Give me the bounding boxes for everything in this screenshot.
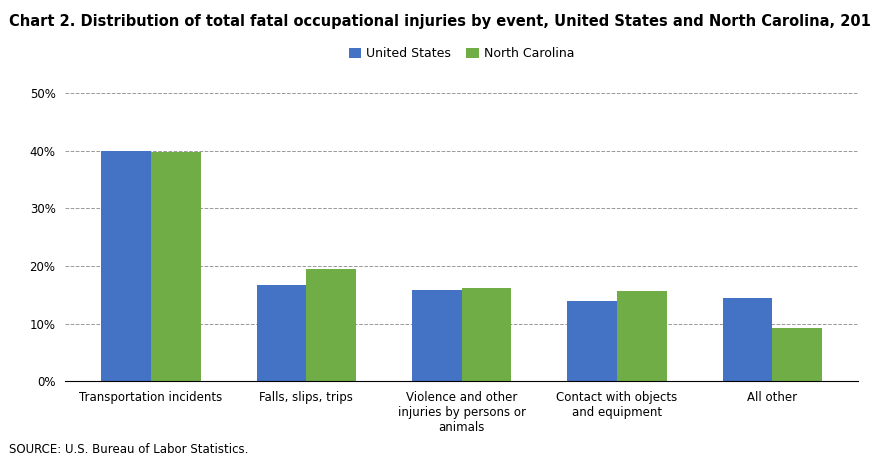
Bar: [412, 290, 462, 381]
Bar: [462, 288, 511, 381]
Legend: United States, North Carolina: United States, North Carolina: [349, 47, 574, 60]
Bar: [617, 292, 666, 381]
Bar: [723, 298, 773, 381]
Bar: [257, 285, 307, 381]
Text: Chart 2. Distribution of total fatal occupational injuries by event, United Stat: Chart 2. Distribution of total fatal occ…: [9, 14, 871, 29]
Text: SOURCE: U.S. Bureau of Labor Statistics.: SOURCE: U.S. Bureau of Labor Statistics.: [9, 443, 248, 456]
Bar: [101, 151, 151, 381]
Bar: [307, 269, 356, 381]
Bar: [773, 328, 822, 381]
Bar: [567, 301, 617, 381]
Bar: [151, 152, 200, 381]
